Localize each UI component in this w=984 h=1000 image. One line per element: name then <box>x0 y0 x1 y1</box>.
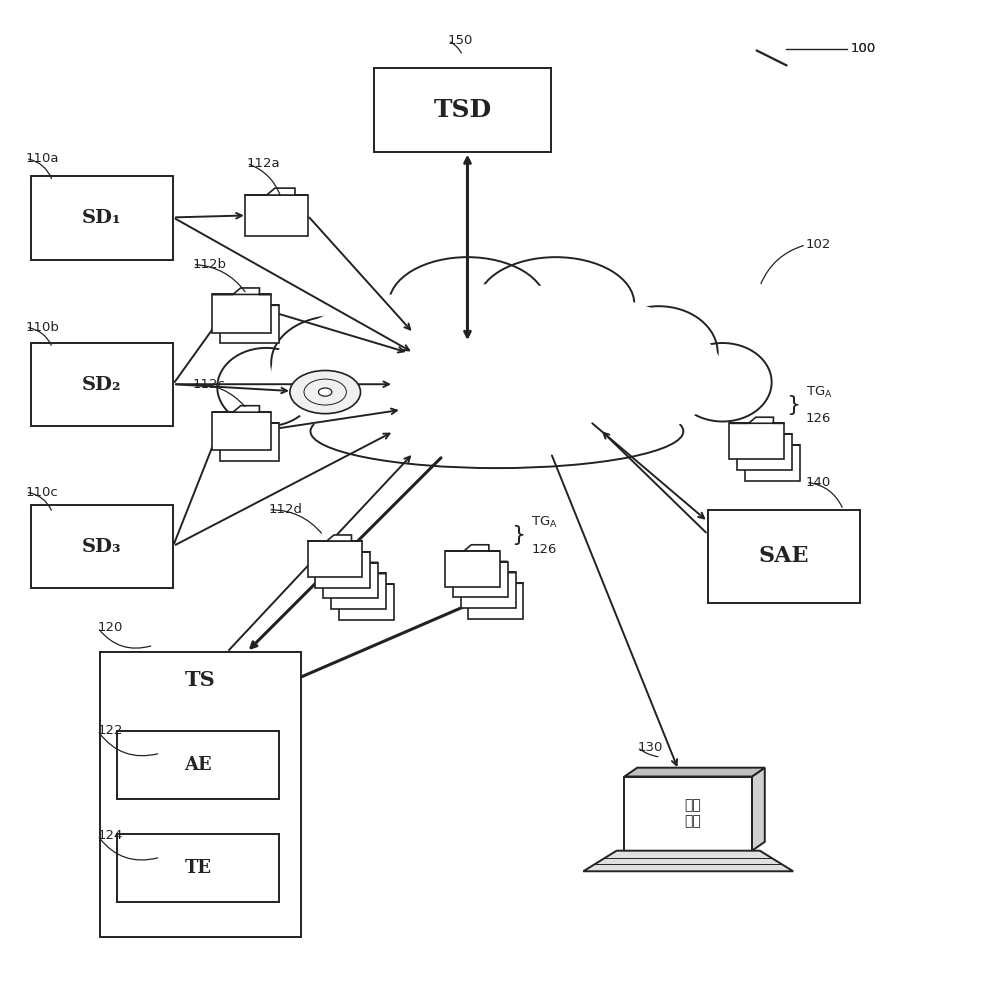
Text: 122: 122 <box>97 724 123 737</box>
FancyBboxPatch shape <box>331 573 386 609</box>
Text: 112d: 112d <box>269 503 302 516</box>
Ellipse shape <box>272 316 399 409</box>
Polygon shape <box>316 546 370 552</box>
FancyBboxPatch shape <box>729 423 784 459</box>
Polygon shape <box>213 288 272 294</box>
Polygon shape <box>308 535 362 541</box>
Polygon shape <box>737 428 792 434</box>
Polygon shape <box>220 416 279 423</box>
Ellipse shape <box>403 289 590 407</box>
Polygon shape <box>468 577 523 583</box>
Text: TS: TS <box>185 670 215 690</box>
Text: }: } <box>786 395 800 415</box>
Text: 150: 150 <box>448 34 473 47</box>
Polygon shape <box>453 556 508 562</box>
FancyBboxPatch shape <box>220 423 279 461</box>
FancyBboxPatch shape <box>31 505 173 588</box>
Polygon shape <box>625 768 765 777</box>
Ellipse shape <box>347 323 499 431</box>
FancyBboxPatch shape <box>31 176 173 260</box>
FancyBboxPatch shape <box>220 305 279 343</box>
FancyBboxPatch shape <box>213 412 272 450</box>
FancyBboxPatch shape <box>461 572 516 608</box>
Text: 110c: 110c <box>26 486 59 499</box>
Ellipse shape <box>477 257 635 350</box>
Text: 110b: 110b <box>26 321 60 334</box>
FancyBboxPatch shape <box>338 584 394 620</box>
FancyBboxPatch shape <box>316 552 370 588</box>
Text: }: } <box>512 525 525 545</box>
Ellipse shape <box>600 306 717 399</box>
FancyBboxPatch shape <box>31 343 173 426</box>
Ellipse shape <box>499 323 651 431</box>
Ellipse shape <box>311 395 683 468</box>
Text: SD₃: SD₃ <box>83 538 122 556</box>
Text: 126: 126 <box>806 412 831 425</box>
Polygon shape <box>745 439 800 445</box>
Polygon shape <box>729 417 784 423</box>
FancyBboxPatch shape <box>468 583 523 619</box>
Text: 用户
输入: 用户 输入 <box>685 798 702 829</box>
Text: 112a: 112a <box>247 157 280 170</box>
Text: 130: 130 <box>638 741 662 754</box>
Polygon shape <box>213 406 272 412</box>
Text: TG$_\mathregular{A}$: TG$_\mathregular{A}$ <box>806 385 832 400</box>
Text: TG$_\mathregular{A}$: TG$_\mathregular{A}$ <box>531 515 558 530</box>
Text: 112b: 112b <box>193 258 226 271</box>
Ellipse shape <box>319 388 332 396</box>
Text: SAE: SAE <box>759 545 809 567</box>
FancyBboxPatch shape <box>374 68 551 152</box>
Polygon shape <box>584 851 793 871</box>
Ellipse shape <box>272 284 722 461</box>
Text: SD₁: SD₁ <box>83 209 122 227</box>
FancyBboxPatch shape <box>99 652 301 937</box>
Polygon shape <box>752 768 765 851</box>
Text: TE: TE <box>185 859 212 877</box>
Polygon shape <box>220 299 279 305</box>
FancyBboxPatch shape <box>245 195 308 236</box>
Text: 124: 124 <box>97 829 123 842</box>
FancyBboxPatch shape <box>308 541 362 577</box>
Text: 140: 140 <box>806 476 831 489</box>
FancyBboxPatch shape <box>117 834 279 902</box>
Text: 100: 100 <box>850 42 876 55</box>
Ellipse shape <box>290 370 360 414</box>
Text: AE: AE <box>184 756 212 774</box>
Polygon shape <box>323 557 378 563</box>
FancyBboxPatch shape <box>453 562 508 597</box>
Text: SD₂: SD₂ <box>83 376 122 394</box>
Text: 126: 126 <box>531 543 557 556</box>
FancyBboxPatch shape <box>117 731 279 799</box>
Polygon shape <box>331 567 386 573</box>
Ellipse shape <box>272 284 722 461</box>
Text: TSD: TSD <box>434 98 492 122</box>
FancyBboxPatch shape <box>625 777 752 851</box>
FancyBboxPatch shape <box>323 563 378 598</box>
Text: 100: 100 <box>850 42 876 55</box>
Polygon shape <box>245 188 308 195</box>
FancyBboxPatch shape <box>445 551 500 587</box>
Polygon shape <box>461 566 516 572</box>
Text: 112c: 112c <box>193 378 225 391</box>
Text: 120: 120 <box>97 621 123 634</box>
FancyBboxPatch shape <box>737 434 792 470</box>
Text: 110a: 110a <box>26 152 59 165</box>
Polygon shape <box>338 578 394 584</box>
Ellipse shape <box>389 257 546 350</box>
Text: 102: 102 <box>806 238 831 251</box>
Ellipse shape <box>673 343 771 422</box>
Polygon shape <box>445 545 500 551</box>
FancyBboxPatch shape <box>707 510 860 603</box>
Ellipse shape <box>217 348 316 426</box>
FancyBboxPatch shape <box>745 445 800 481</box>
FancyBboxPatch shape <box>213 294 272 333</box>
